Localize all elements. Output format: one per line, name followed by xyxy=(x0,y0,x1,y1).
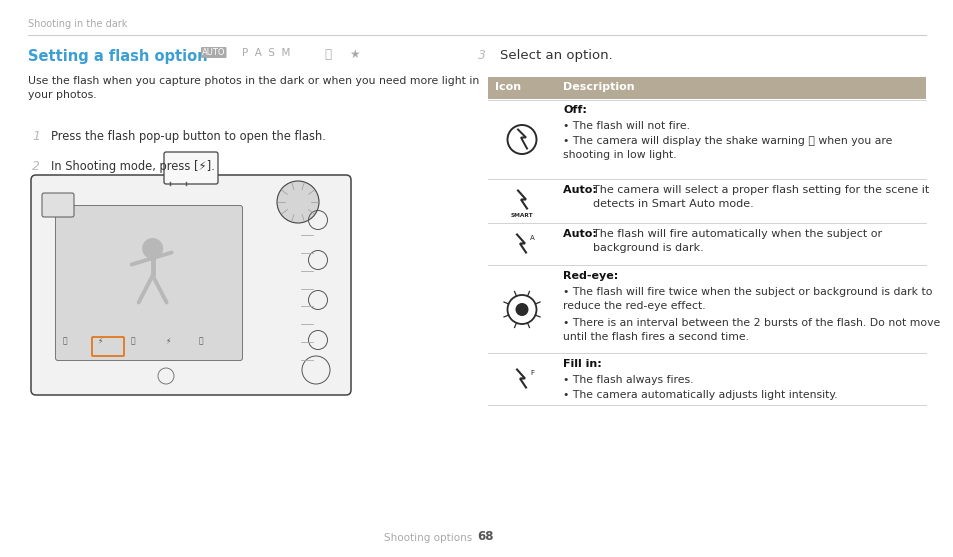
Text: • The flash will not fire.: • The flash will not fire. xyxy=(562,121,689,131)
Text: Select an option.: Select an option. xyxy=(499,49,612,62)
Text: A: A xyxy=(530,236,535,242)
Text: ⦾: ⦾ xyxy=(131,336,135,345)
Text: ⚡: ⚡ xyxy=(97,336,102,345)
Bar xyxy=(488,223,925,266)
Bar xyxy=(488,179,925,223)
Text: 68: 68 xyxy=(476,530,493,543)
Circle shape xyxy=(142,238,163,259)
FancyBboxPatch shape xyxy=(55,206,242,360)
Text: Ⓙ: Ⓙ xyxy=(63,336,68,345)
Text: F: F xyxy=(530,370,534,377)
Bar xyxy=(488,100,925,179)
Text: Description: Description xyxy=(562,81,634,91)
Text: SMART: SMART xyxy=(510,213,533,218)
Text: AUTO: AUTO xyxy=(202,48,225,57)
Text: • The flash always fires.: • The flash always fires. xyxy=(562,375,693,385)
Text: Red-eye:: Red-eye: xyxy=(562,271,618,281)
Text: ★: ★ xyxy=(349,48,359,61)
Text: 3: 3 xyxy=(477,49,485,62)
Bar xyxy=(488,266,925,354)
Text: Off:: Off: xyxy=(562,105,586,115)
Text: Ⓙ: Ⓙ xyxy=(199,336,203,345)
Text: Fill in:: Fill in: xyxy=(562,359,601,369)
Text: Press the flash pop-up button to open the flash.: Press the flash pop-up button to open th… xyxy=(51,130,326,143)
Text: Auto:: Auto: xyxy=(562,185,600,196)
Text: ⚡: ⚡ xyxy=(165,336,171,345)
Bar xyxy=(488,354,925,405)
Text: Setting a flash option: Setting a flash option xyxy=(28,49,208,64)
Circle shape xyxy=(276,181,318,223)
Text: The camera will select a proper flash setting for the scene it
detects in Smart : The camera will select a proper flash se… xyxy=(593,185,928,209)
Text: • The camera will display the shake warning ⦿ when you are
shooting in low light: • The camera will display the shake warn… xyxy=(562,136,891,160)
Bar xyxy=(488,77,925,100)
Text: • The camera automatically adjusts light intensity.: • The camera automatically adjusts light… xyxy=(562,390,837,400)
Text: Icon: Icon xyxy=(495,81,520,91)
Text: Shooting options: Shooting options xyxy=(383,533,472,543)
Text: The flash will fire automatically when the subject or
background is dark.: The flash will fire automatically when t… xyxy=(593,229,882,253)
Circle shape xyxy=(515,303,528,316)
Text: 2: 2 xyxy=(32,160,40,173)
Text: P  A  S  M: P A S M xyxy=(241,48,290,58)
Text: Use the flash when you capture photos in the dark or when you need more light in: Use the flash when you capture photos in… xyxy=(28,76,478,100)
Text: Ⓢ: Ⓢ xyxy=(324,48,331,61)
Text: Shooting in the dark: Shooting in the dark xyxy=(28,19,128,29)
FancyBboxPatch shape xyxy=(30,175,351,395)
Text: • There is an interval between the 2 bursts of the flash. Do not move
until the : • There is an interval between the 2 bur… xyxy=(562,318,940,342)
FancyBboxPatch shape xyxy=(164,152,218,184)
Text: In Shooting mode, press [⚡].: In Shooting mode, press [⚡]. xyxy=(51,160,214,173)
Text: 1: 1 xyxy=(32,130,40,143)
Text: Auto:: Auto: xyxy=(562,229,600,240)
FancyBboxPatch shape xyxy=(42,193,74,217)
Text: • The flash will fire twice when the subject or background is dark to
reduce the: • The flash will fire twice when the sub… xyxy=(562,287,931,311)
